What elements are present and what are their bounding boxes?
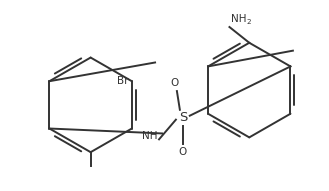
Text: O: O bbox=[171, 78, 179, 88]
Text: Br: Br bbox=[117, 76, 129, 86]
Text: NH: NH bbox=[141, 131, 157, 141]
Text: O: O bbox=[179, 147, 187, 157]
Text: NH: NH bbox=[231, 14, 247, 24]
Text: 2: 2 bbox=[246, 19, 251, 25]
Text: S: S bbox=[179, 111, 187, 124]
